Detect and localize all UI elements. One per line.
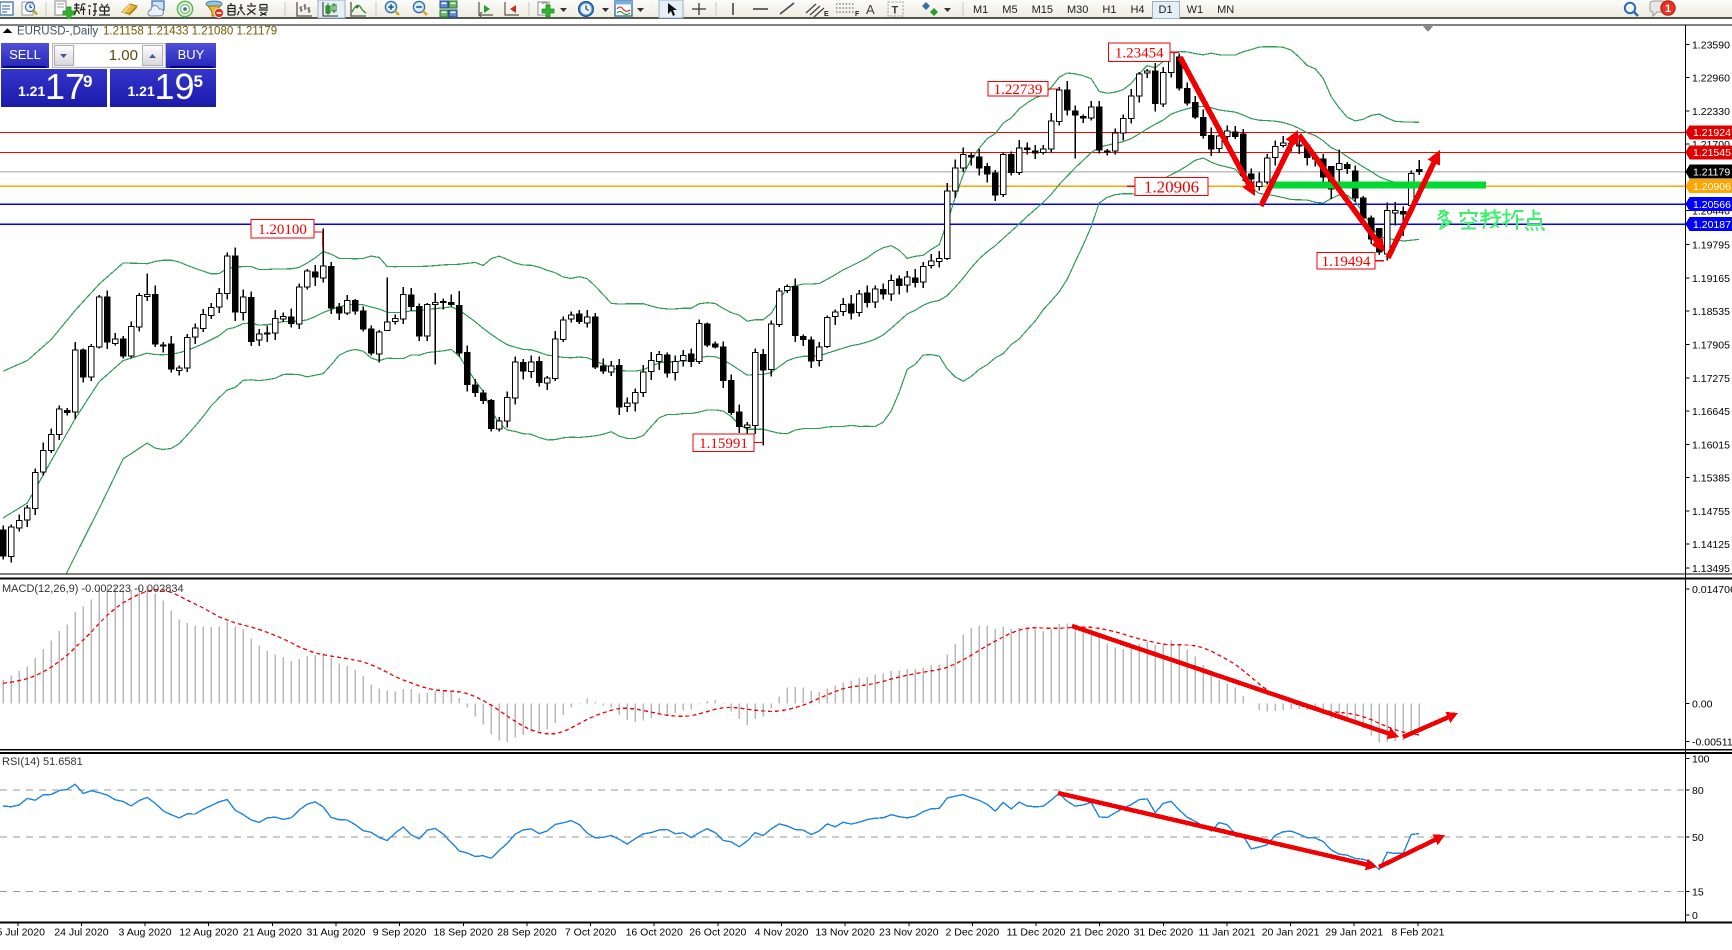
svg-text:18 Sep 2020: 18 Sep 2020 [434,927,494,939]
svg-text:1.15385: 1.15385 [1692,473,1730,485]
svg-text:1.19165: 1.19165 [1692,273,1730,285]
svg-text:1.22330: 1.22330 [1692,106,1730,118]
svg-text:4 Nov 2020: 4 Nov 2020 [755,927,809,939]
svg-text:1.23454: 1.23454 [1115,46,1164,62]
svg-text:1.19795: 1.19795 [1692,240,1730,252]
svg-text:1.20187: 1.20187 [1693,219,1731,231]
svg-text:-0.005113: -0.005113 [1692,736,1732,748]
svg-text:1.14755: 1.14755 [1692,506,1730,518]
svg-text:1.18535: 1.18535 [1692,306,1730,318]
svg-text:1.20566: 1.20566 [1693,199,1731,211]
svg-text:1.17275: 1.17275 [1692,373,1730,385]
svg-text:15 Jul 2020: 15 Jul 2020 [0,927,45,939]
svg-text:16 Oct 2020: 16 Oct 2020 [626,927,683,939]
svg-text:1: 1 [1665,3,1671,15]
svg-text:21 Dec 2020: 21 Dec 2020 [1070,927,1130,939]
svg-text:26 Oct 2020: 26 Oct 2020 [689,927,746,939]
svg-text:1.21179: 1.21179 [1693,167,1730,179]
svg-text:1.20100: 1.20100 [258,222,307,238]
svg-text:1.20906: 1.20906 [1693,181,1731,193]
svg-text:8 Feb 2021: 8 Feb 2021 [1391,927,1444,939]
svg-text:80: 80 [1692,785,1704,797]
svg-text:31 Aug 2020: 31 Aug 2020 [307,927,366,939]
svg-text:T: T [892,5,899,17]
svg-text:0.014706: 0.014706 [1692,584,1732,596]
svg-text:11 Jan 2021: 11 Jan 2021 [1198,927,1255,939]
svg-text:1.22960: 1.22960 [1692,73,1730,85]
svg-text:0.00: 0.00 [1692,699,1713,711]
svg-text:21 Aug 2020: 21 Aug 2020 [243,927,302,939]
svg-text:MACD(12,26,9) -0.002223 -0.002: MACD(12,26,9) -0.002223 -0.002834 [2,583,184,595]
svg-text:20 Jan 2021: 20 Jan 2021 [1262,927,1320,939]
svg-text:24 Jul 2020: 24 Jul 2020 [54,927,108,939]
svg-text:31 Dec 2020: 31 Dec 2020 [1134,927,1194,939]
svg-text:50: 50 [1692,832,1704,844]
svg-text:1.19494: 1.19494 [1322,254,1371,270]
svg-text:100: 100 [1692,754,1710,766]
svg-text:1.21545: 1.21545 [1693,147,1731,159]
svg-text:E: E [824,11,829,18]
svg-text:28 Sep 2020: 28 Sep 2020 [497,927,557,939]
svg-text:1.21924: 1.21924 [1693,127,1731,139]
svg-text:11 Dec 2020: 11 Dec 2020 [1007,927,1066,939]
svg-text:0: 0 [1692,910,1698,922]
svg-text:7 Oct 2020: 7 Oct 2020 [565,927,617,939]
svg-text:1.20906: 1.20906 [1144,178,1199,197]
svg-text:29 Jan 2021: 29 Jan 2021 [1325,927,1383,939]
svg-text:A: A [866,2,875,17]
svg-text:1.17905: 1.17905 [1692,340,1730,352]
svg-text:1.15991: 1.15991 [699,436,748,452]
svg-text:1.16645: 1.16645 [1692,406,1730,418]
svg-text:2 Dec 2020: 2 Dec 2020 [946,927,1000,939]
svg-text:1.13495: 1.13495 [1692,563,1730,575]
svg-text:12 Aug 2020: 12 Aug 2020 [179,927,238,939]
svg-text:23 Nov 2020: 23 Nov 2020 [879,927,939,939]
svg-text:1.23590: 1.23590 [1692,39,1730,51]
svg-text:15: 15 [1692,887,1704,899]
svg-text:13 Nov 2020: 13 Nov 2020 [815,927,875,939]
svg-text:1.21158 1.21433 1.21080 1.2117: 1.21158 1.21433 1.21080 1.21179 [103,26,277,38]
svg-text:1.22739: 1.22739 [994,82,1043,98]
svg-text:1.16015: 1.16015 [1692,439,1730,451]
svg-text:3 Aug 2020: 3 Aug 2020 [119,927,172,939]
svg-text:9 Sep 2020: 9 Sep 2020 [373,927,427,939]
svg-text:EURUSD-,Daily: EURUSD-,Daily [17,26,98,38]
svg-text:1.14125: 1.14125 [1692,539,1730,551]
svg-text:RSI(14) 51.6581: RSI(14) 51.6581 [2,756,83,768]
svg-text:F: F [855,11,860,18]
